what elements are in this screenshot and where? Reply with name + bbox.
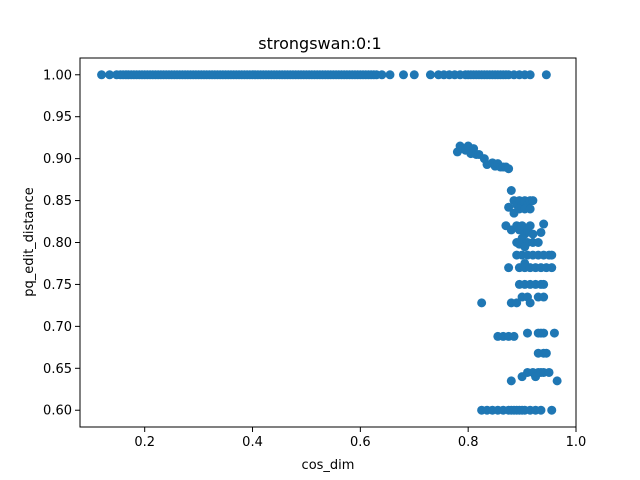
y-tick-label: 0.95 <box>43 110 72 125</box>
points-layer <box>97 70 562 415</box>
data-point <box>425 70 435 80</box>
data-point <box>525 221 535 231</box>
data-point <box>398 70 408 80</box>
data-point <box>539 328 549 338</box>
y-axis: 0.60 0.65 0.70 0.75 0.80 0.85 0.90 0.95 1.00 <box>43 68 80 419</box>
data-point <box>506 186 516 195</box>
x-tick-label: 0.8 <box>458 435 479 450</box>
data-point <box>517 372 527 382</box>
y-tick-label: 0.85 <box>43 194 72 209</box>
data-point <box>504 164 514 174</box>
data-point <box>531 372 541 382</box>
data-point <box>97 70 107 80</box>
data-point <box>409 70 419 80</box>
data-point <box>105 70 115 80</box>
y-tick-label: 0.60 <box>43 404 72 419</box>
plot-area-frame <box>79 57 577 428</box>
y-tick-label: 0.80 <box>43 236 72 251</box>
data-point <box>547 405 557 415</box>
data-point <box>509 331 519 341</box>
data-point <box>506 376 516 386</box>
x-tick-label: 0.4 <box>242 435 263 450</box>
x-tick-label: 1.0 <box>566 435 587 450</box>
data-point <box>520 242 530 252</box>
x-tick-label: 0.6 <box>350 435 371 450</box>
data-point <box>547 263 557 273</box>
data-point <box>504 263 514 273</box>
data-point <box>547 250 557 260</box>
data-point <box>536 405 546 415</box>
y-axis-label: pq_edit_distance <box>22 187 37 297</box>
data-point <box>541 70 551 80</box>
data-point <box>541 348 551 358</box>
data-point <box>552 376 562 386</box>
data-point <box>525 70 535 80</box>
chart-title: strongswan:0:1 <box>258 34 381 53</box>
y-tick-label: 0.65 <box>43 362 72 377</box>
data-point <box>504 202 514 212</box>
x-axis: 0.2 0.4 0.6 0.8 1.0 <box>134 427 586 450</box>
data-point <box>377 70 387 80</box>
data-point <box>525 204 535 214</box>
data-point <box>536 227 546 237</box>
data-point <box>539 219 549 229</box>
data-point <box>549 328 559 338</box>
x-tick-label: 0.2 <box>134 435 155 450</box>
data-point <box>385 70 395 80</box>
y-tick-label: 0.70 <box>43 320 72 335</box>
x-axis-label: cos_dim <box>302 458 355 473</box>
data-point <box>528 229 538 239</box>
data-point <box>528 196 538 206</box>
data-point <box>525 298 535 308</box>
data-point <box>512 298 522 308</box>
data-point <box>533 238 543 247</box>
y-tick-label: 0.75 <box>43 278 72 293</box>
y-tick-label: 0.90 <box>43 152 72 167</box>
data-point <box>539 279 549 289</box>
y-tick-label: 1.00 <box>43 68 72 83</box>
data-point <box>522 328 532 338</box>
data-point <box>477 298 487 308</box>
data-point <box>539 292 549 302</box>
data-point <box>544 367 554 377</box>
